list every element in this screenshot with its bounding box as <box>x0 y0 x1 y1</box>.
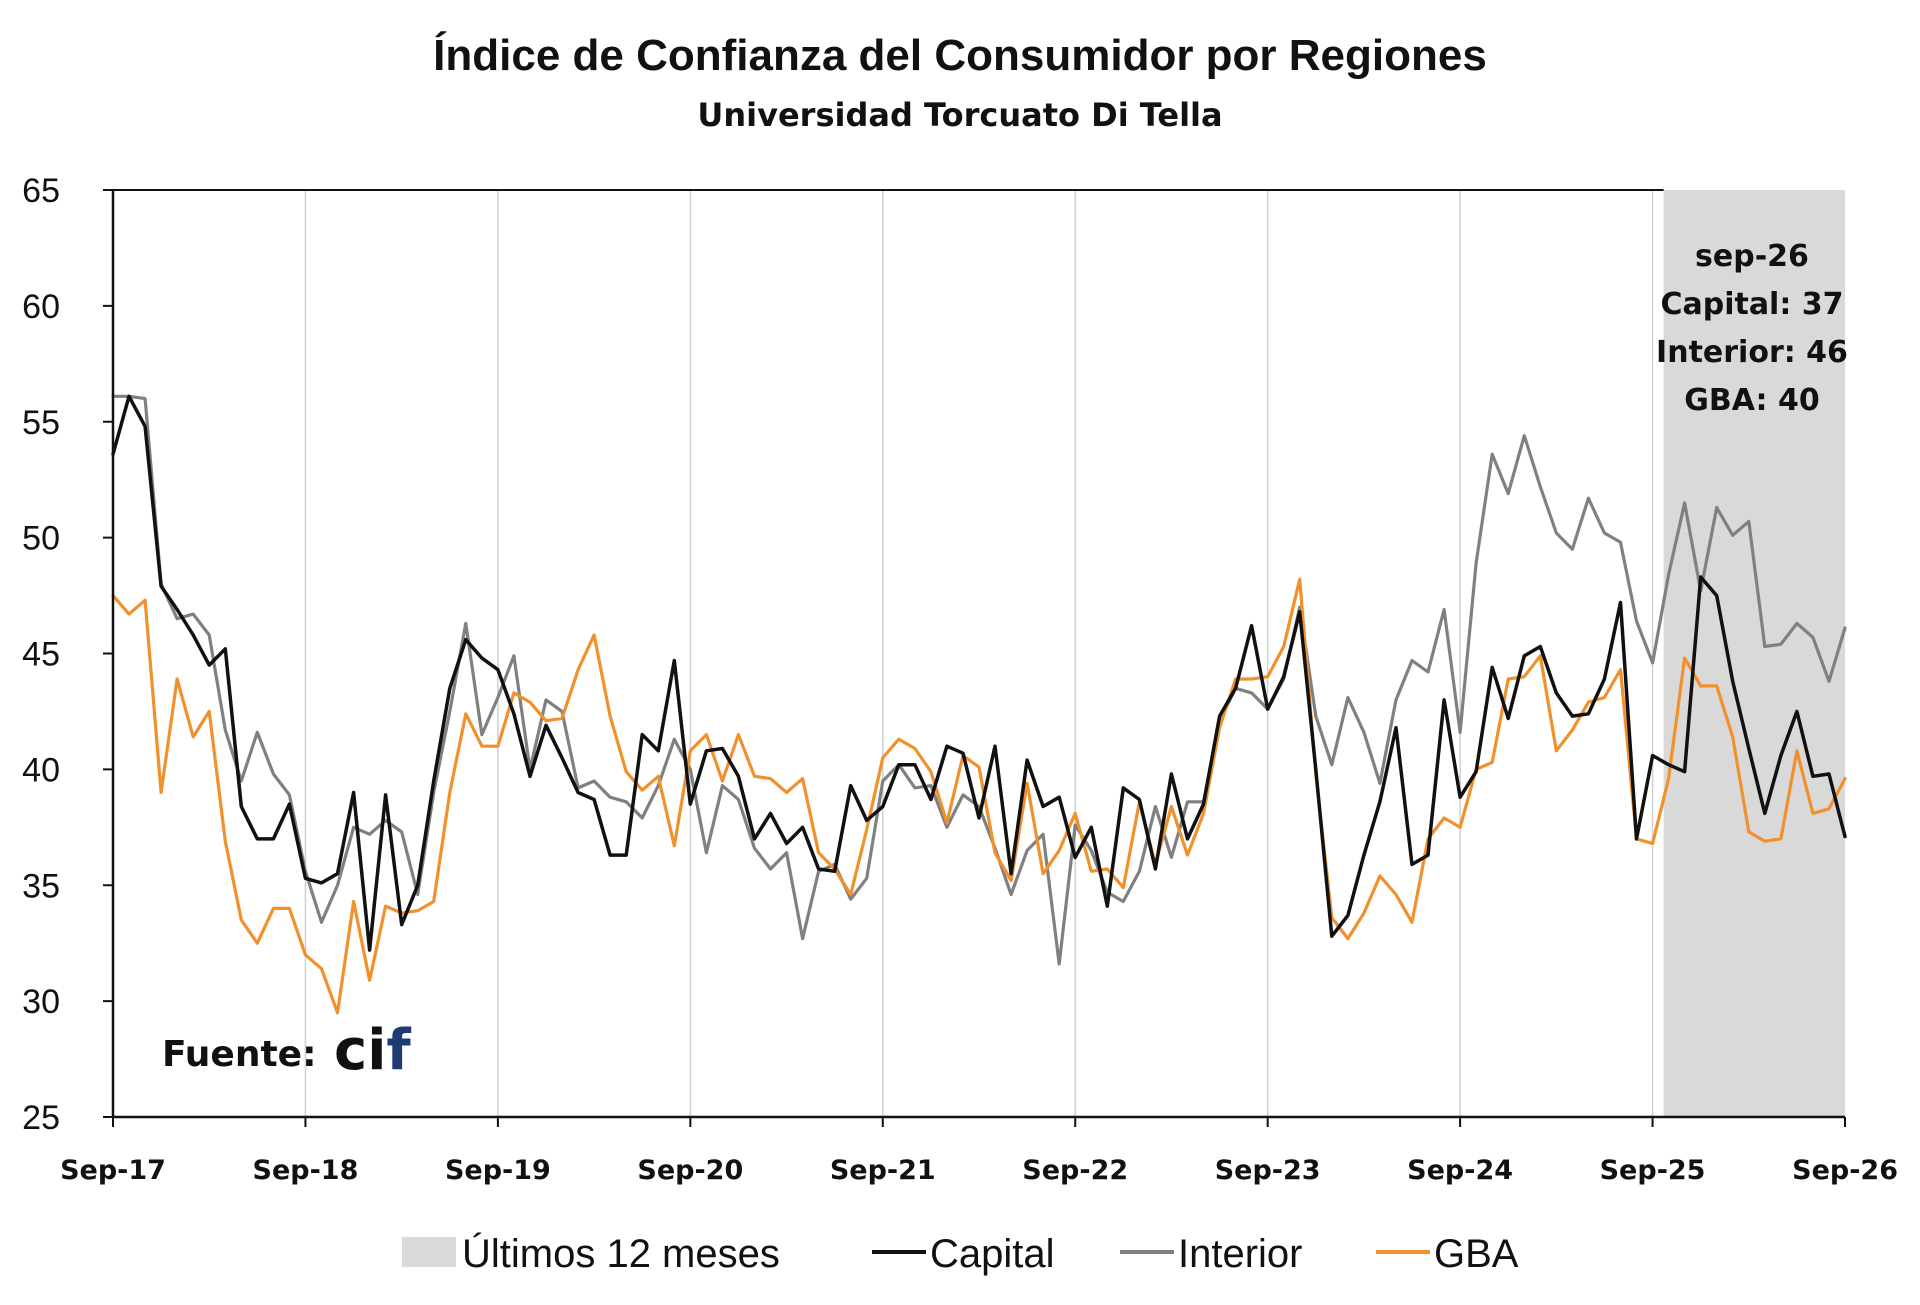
cif-logo-ci: ci <box>334 1018 386 1083</box>
x-ticks: Sep-17 Sep-18 Sep-19 Sep-20 Sep-21 Sep-22 Sep-… <box>60 1117 1898 1186</box>
chart-subtitle: Universidad Torcuato Di Tella <box>697 96 1222 134</box>
series-line-gba <box>111 577 1847 1015</box>
vertical-gridlines <box>304 190 1654 1117</box>
x-tick-label: Sep-21 <box>830 1155 936 1186</box>
x-tick-label: Sep-24 <box>1407 1155 1513 1186</box>
y-tick-label: 45 <box>22 636 60 674</box>
annotation-capital: Capital: 37 <box>1660 287 1843 322</box>
legend: Últimos 12 meses Capital Interior GBA <box>402 1231 1519 1276</box>
x-tick-label: Sep-23 <box>1215 1155 1321 1186</box>
y-tick-label: 55 <box>22 404 60 442</box>
legend-label-capital: Capital <box>930 1232 1055 1276</box>
y-tick-label: 35 <box>22 867 60 905</box>
cif-logo-f: f <box>386 1018 411 1083</box>
y-tick-label: 50 <box>22 520 60 558</box>
annotation-date: sep-26 <box>1695 239 1809 274</box>
chart-title: Índice de Confianza del Consumidor por R… <box>433 30 1487 80</box>
x-tick-label: Sep-22 <box>1022 1155 1128 1186</box>
y-tick-label: 60 <box>22 288 60 326</box>
source-credit: Fuente: cif <box>162 1018 411 1083</box>
x-tick-label: Sep-19 <box>445 1155 551 1186</box>
series-line-capital <box>111 394 1847 952</box>
cif-logo: cif <box>334 1018 411 1083</box>
series-line-interior <box>111 394 1847 966</box>
legend-swatch-last-12-months <box>402 1237 456 1267</box>
annotation-gba: GBA: 40 <box>1684 383 1819 418</box>
x-tick-label: Sep-26 <box>1792 1155 1898 1186</box>
x-tick-label: Sep-17 <box>60 1155 166 1186</box>
legend-label-interior: Interior <box>1178 1232 1303 1276</box>
y-tick-label: 40 <box>22 751 60 789</box>
latest-values-annotation: sep-26 Capital: 37 Interior: 46 GBA: 40 <box>1656 239 1848 418</box>
y-tick-label: 30 <box>22 983 60 1021</box>
y-ticks: 65 60 55 50 45 40 35 30 25 <box>22 172 113 1137</box>
x-tick-label: Sep-25 <box>1600 1155 1706 1186</box>
legend-label-last-12-months: Últimos 12 meses <box>462 1231 780 1276</box>
legend-label-gba: GBA <box>1434 1232 1519 1276</box>
x-tick-label: Sep-18 <box>253 1155 359 1186</box>
y-tick-label: 65 <box>22 172 60 210</box>
y-tick-label: 25 <box>22 1099 60 1137</box>
x-tick-label: Sep-20 <box>637 1155 743 1186</box>
source-label: Fuente: <box>162 1034 317 1075</box>
annotation-interior: Interior: 46 <box>1656 335 1848 370</box>
series-lines <box>111 394 1847 1015</box>
